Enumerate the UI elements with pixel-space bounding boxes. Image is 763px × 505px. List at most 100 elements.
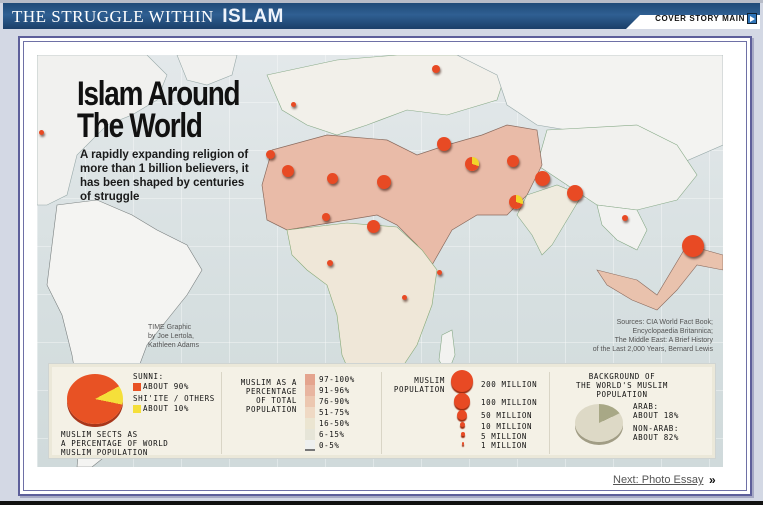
- size-label: 200 MILLION: [481, 380, 538, 389]
- cover-story-tab: [626, 15, 760, 29]
- population-marker: [507, 155, 519, 167]
- background-title: BACKGROUND OF THE WORLD'S MUSLIM POPULAT…: [563, 372, 681, 399]
- sunni-swatch: [133, 383, 141, 391]
- bubble-50m: [457, 410, 467, 420]
- sects-caption: MUSLIM SECTS AS A PERCENTAGE OF WORLD MU…: [61, 430, 168, 457]
- population-marker: [432, 65, 440, 73]
- title-line: POPULATION: [245, 405, 297, 414]
- map-title-line2: The World: [77, 107, 203, 145]
- population-marker: [535, 171, 550, 186]
- scale-swatch: [305, 440, 315, 451]
- legend-divider: [221, 372, 222, 454]
- scale-label: 51-75%: [319, 408, 350, 417]
- size-label: 1 MILLION: [481, 441, 528, 450]
- sources-note: Sources: CIA World Fact Book; Encyclopae…: [593, 318, 713, 354]
- title-line: MUSLIM AS A: [240, 378, 297, 387]
- arrow-right-icon[interactable]: [747, 13, 757, 24]
- sunni-value: ABOUT 90%: [143, 382, 190, 391]
- sects-pie-chart: [67, 374, 123, 424]
- size-label: 5 MILLION: [481, 432, 528, 441]
- top-rule: [0, 0, 763, 3]
- next-photo-essay-link[interactable]: Next: Photo Essay: [613, 474, 704, 486]
- bubble-5m: [461, 432, 465, 436]
- shiite-swatch: [133, 405, 141, 413]
- size-label: 50 MILLION: [481, 411, 533, 420]
- legend-sects: SUNNI: ABOUT 90% SHI'ITE / OTHERS ABOUT …: [49, 364, 221, 460]
- scale-swatch: [305, 374, 315, 385]
- nonarab-label-text: NON-ARAB:: [633, 424, 680, 433]
- title-line: MUSLIM: [414, 376, 445, 385]
- legend-population: MUSLIM POPULATION 200 MILLION 100 MILLIO…: [381, 364, 549, 460]
- arab-value: ABOUT 18%: [633, 411, 680, 420]
- arab-label: ARAB: ABOUT 18%: [633, 402, 679, 420]
- bubble-1m: [462, 442, 464, 445]
- title-line: PERCENTAGE: [245, 387, 297, 396]
- population-title: MUSLIM POPULATION: [385, 376, 445, 394]
- title-line: POPULATION: [596, 390, 648, 399]
- sunni-label: SUNNI:: [133, 372, 164, 381]
- scale-label: 6-15%: [319, 430, 345, 439]
- map-legend: SUNNI: ABOUT 90% SHI'ITE / OTHERS ABOUT …: [48, 363, 716, 459]
- percentage-scale-labels: 97-100% 91-96% 76-90% 51-75% 16-50% 6-15…: [319, 374, 355, 451]
- title-line: THE WORLD'S MUSLIM: [575, 381, 669, 390]
- population-marker: [39, 130, 44, 135]
- sources-line: Encyclopaedia Britannica;: [632, 328, 713, 335]
- population-marker: [291, 102, 296, 107]
- map-title: Islam Around The World: [77, 75, 257, 145]
- legend-divider: [549, 372, 550, 454]
- scale-label: 0-5%: [319, 441, 340, 450]
- population-marker: [327, 173, 338, 184]
- bubble-10m: [460, 422, 465, 427]
- population-marker: [322, 213, 330, 221]
- shiite-value: ABOUT 10%: [143, 404, 190, 413]
- scale-swatch: [305, 407, 315, 418]
- credit-line: by Joe Lertola,: [148, 333, 194, 340]
- legend-background: BACKGROUND OF THE WORLD'S MUSLIM POPULAT…: [549, 364, 717, 460]
- double-chevron-right-icon[interactable]: »: [709, 473, 716, 487]
- graphic-credit: TIME Graphic by Joe Lertola, Kathleen Ad…: [148, 323, 199, 350]
- nonarab-label: NON-ARAB: ABOUT 82%: [633, 424, 679, 442]
- population-marker: [567, 185, 583, 201]
- caption-line: MUSLIM POPULATION: [61, 448, 148, 457]
- title-line: OF TOTAL: [256, 396, 297, 405]
- scale-label: 97-100%: [319, 375, 355, 384]
- size-label: 10 MILLION: [481, 422, 533, 431]
- scale-swatch: [305, 385, 315, 396]
- caption-line: A PERCENTAGE OF WORLD: [61, 439, 169, 448]
- population-marker: [437, 270, 442, 275]
- size-label: 100 MILLION: [481, 398, 538, 407]
- scale-label: 16-50%: [319, 419, 350, 428]
- population-marker: [437, 137, 451, 151]
- header-banner: The Struggle Within ISLAM: [3, 3, 760, 29]
- credit-line: Kathleen Adams: [148, 342, 199, 349]
- sources-line: Sources: CIA World Fact Book;: [616, 319, 713, 326]
- population-marker: [402, 295, 407, 300]
- percentage-scale-bar: [305, 374, 315, 451]
- population-marker: [682, 235, 704, 257]
- scale-label: 76-90%: [319, 397, 350, 406]
- scale-swatch: [305, 429, 315, 440]
- bottom-rule: [0, 501, 763, 505]
- title-line: POPULATION: [393, 385, 445, 394]
- bubble-100m: [454, 393, 470, 409]
- cover-story-main-link[interactable]: COVER STORY MAIN: [655, 14, 745, 23]
- population-marker: [266, 150, 275, 159]
- credit-line: TIME Graphic: [148, 324, 192, 331]
- population-marker: [465, 157, 479, 171]
- scale-label: 91-96%: [319, 386, 350, 395]
- population-marker: [367, 220, 380, 233]
- map-title-block: Islam Around The World: [77, 75, 297, 145]
- banner-title-bold: ISLAM: [222, 6, 284, 27]
- banner-title-serif: The Struggle Within: [12, 7, 214, 26]
- banner-title: The Struggle Within ISLAM: [12, 6, 284, 28]
- population-marker: [327, 260, 333, 266]
- population-marker: [282, 165, 294, 177]
- population-marker: [622, 215, 628, 221]
- sources-line: The Middle East: A Brief History: [614, 337, 713, 344]
- shiite-label: SHI'ITE / OTHERS: [133, 394, 215, 403]
- sources-line: of the Last 2,000 Years, Bernard Lewis: [592, 346, 713, 353]
- background-pie-chart: [575, 404, 623, 442]
- map-title-line1: Islam Around: [77, 75, 241, 113]
- legend-percentage: MUSLIM AS A PERCENTAGE OF TOTAL POPULATI…: [221, 364, 381, 460]
